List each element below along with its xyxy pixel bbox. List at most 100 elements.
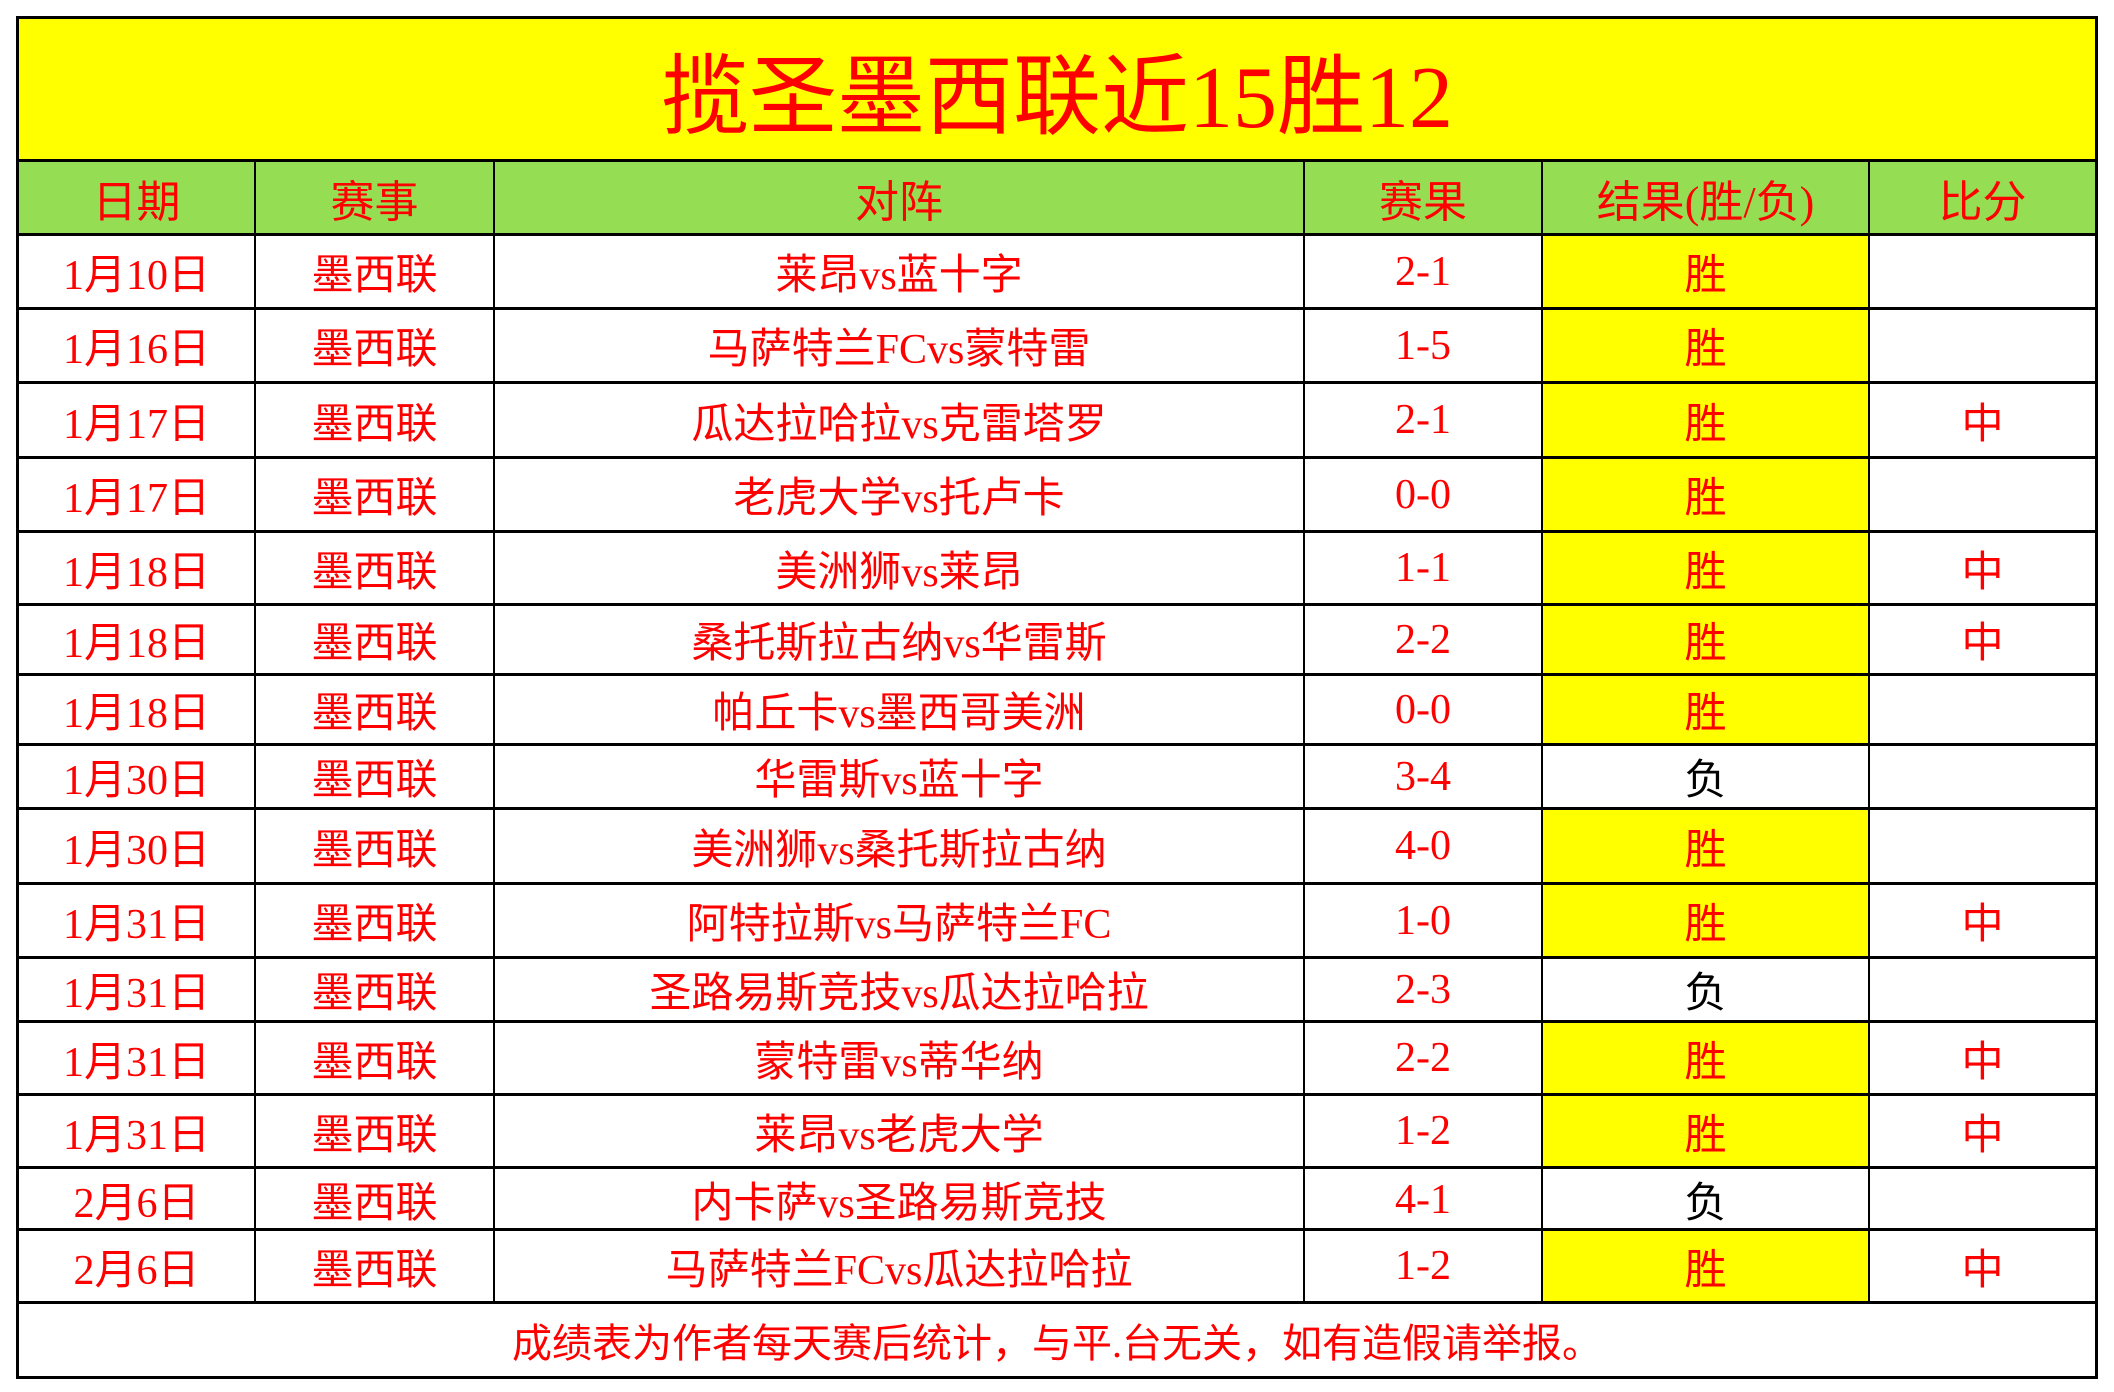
match-cell: 瓜达拉哈拉vs克雷塔罗 bbox=[495, 384, 1305, 456]
result-cell: 胜 bbox=[1543, 310, 1870, 381]
league-cell: 墨西联 bbox=[256, 1096, 495, 1166]
match-cell: 老虎大学vs托卢卡 bbox=[495, 459, 1305, 530]
table-row: 2月6日 墨西联 内卡萨vs圣路易斯竞技 4-1 负 bbox=[19, 1169, 2095, 1231]
mark-cell bbox=[1870, 959, 2095, 1020]
mark-cell bbox=[1870, 459, 2095, 530]
league-cell: 墨西联 bbox=[256, 459, 495, 530]
date-cell: 1月18日 bbox=[19, 676, 256, 743]
match-cell: 美洲狮vs桑托斯拉古纳 bbox=[495, 810, 1305, 882]
table-row: 1月30日 墨西联 华雷斯vs蓝十字 3-4 负 bbox=[19, 746, 2095, 810]
score-cell: 3-4 bbox=[1305, 746, 1543, 807]
table-title: 揽圣墨西联近15胜12 bbox=[19, 19, 2095, 162]
date-cell: 1月17日 bbox=[19, 459, 256, 530]
header-mark: 比分 bbox=[1938, 177, 2027, 227]
results-table: 揽圣墨西联近15胜12 日期 赛事 对阵 赛果 结果(胜/负) 比分 1月10日… bbox=[16, 16, 2098, 1379]
score-cell: 2-3 bbox=[1305, 959, 1543, 1020]
score-cell: 0-0 bbox=[1305, 676, 1543, 743]
mark-cell: 中 bbox=[1961, 1112, 2004, 1159]
match-cell: 马萨特兰FCvs蒙特雷 bbox=[495, 310, 1305, 381]
date-cell: 2月6日 bbox=[19, 1169, 256, 1230]
table-row: 1月17日 墨西联 老虎大学vs托卢卡 0-0 胜 bbox=[19, 459, 2095, 533]
score-cell: 2-1 bbox=[1305, 384, 1543, 456]
mark-cell: 中 bbox=[1961, 1247, 2004, 1294]
table-row: 1月30日 墨西联 美洲狮vs桑托斯拉古纳 4-0 胜 bbox=[19, 810, 2095, 885]
mark-cell: 中 bbox=[1961, 902, 2004, 948]
league-cell: 墨西联 bbox=[256, 384, 495, 456]
match-cell: 桑托斯拉古纳vs华雷斯 bbox=[495, 606, 1305, 673]
table-row: 1月18日 墨西联 桑托斯拉古纳vs华雷斯 2-2 胜 中 bbox=[19, 606, 2095, 676]
header-row: 日期 赛事 对阵 赛果 结果(胜/负) 比分 bbox=[19, 162, 2095, 236]
match-cell: 帕丘卡vs墨西哥美洲 bbox=[495, 676, 1305, 743]
match-cell: 莱昂vs老虎大学 bbox=[495, 1096, 1305, 1166]
mark-cell bbox=[1870, 1169, 2095, 1230]
score-cell: 2-2 bbox=[1305, 606, 1543, 673]
table-body: 1月10日 墨西联 莱昂vs蓝十字 2-1 胜 1月16日 墨西联 马萨特兰FCvs蒙特雷 1-… bbox=[19, 236, 2095, 1304]
score-cell: 1-2 bbox=[1305, 1096, 1543, 1166]
result-cell: 负 bbox=[1543, 746, 1870, 807]
date-cell: 1月30日 bbox=[19, 810, 256, 882]
result-cell: 胜 bbox=[1543, 1023, 1870, 1093]
result-cell: 胜 bbox=[1543, 459, 1870, 530]
mark-cell: 中 bbox=[1961, 549, 2004, 596]
result-cell: 负 bbox=[1543, 1169, 1870, 1230]
score-cell: 1-5 bbox=[1305, 310, 1543, 381]
date-cell: 1月31日 bbox=[19, 1096, 256, 1166]
score-cell: 2-1 bbox=[1305, 236, 1543, 307]
result-cell: 胜 bbox=[1543, 810, 1870, 882]
table-row: 1月31日 墨西联 圣路易斯竞技vs瓜达拉哈拉 2-3 负 bbox=[19, 959, 2095, 1023]
mark-cell: 中 bbox=[1961, 401, 2004, 448]
league-cell: 墨西联 bbox=[256, 746, 495, 807]
table-row: 1月18日 墨西联 帕丘卡vs墨西哥美洲 0-0 胜 bbox=[19, 676, 2095, 746]
league-cell: 墨西联 bbox=[256, 676, 495, 743]
table-row: 1月31日 墨西联 蒙特雷vs蒂华纳 2-2 胜 中 bbox=[19, 1023, 2095, 1096]
league-cell: 墨西联 bbox=[256, 310, 495, 381]
league-cell: 墨西联 bbox=[256, 606, 495, 673]
table-row: 1月31日 墨西联 莱昂vs老虎大学 1-2 胜 中 bbox=[19, 1096, 2095, 1169]
league-cell: 墨西联 bbox=[256, 1169, 495, 1230]
table-row: 2月6日 墨西联 马萨特兰FCvs瓜达拉哈拉 1-2 胜 中 bbox=[19, 1231, 2095, 1304]
header-result: 结果(胜/负) bbox=[1543, 162, 1870, 233]
result-cell: 胜 bbox=[1543, 384, 1870, 456]
league-cell: 墨西联 bbox=[256, 1023, 495, 1093]
mark-cell bbox=[1870, 676, 2095, 743]
mark-cell bbox=[1870, 310, 2095, 381]
score-cell: 1-0 bbox=[1305, 885, 1543, 956]
date-cell: 1月18日 bbox=[19, 606, 256, 673]
header-score: 赛果 bbox=[1305, 162, 1543, 233]
match-cell: 阿特拉斯vs马萨特兰FC bbox=[495, 885, 1305, 956]
date-cell: 1月17日 bbox=[19, 384, 256, 456]
result-cell: 负 bbox=[1543, 959, 1870, 1020]
header-league: 赛事 bbox=[256, 162, 495, 233]
date-cell: 1月31日 bbox=[19, 885, 256, 956]
table-row: 1月17日 墨西联 瓜达拉哈拉vs克雷塔罗 2-1 胜 中 bbox=[19, 384, 2095, 459]
date-cell: 1月30日 bbox=[19, 746, 256, 807]
league-cell: 墨西联 bbox=[256, 236, 495, 307]
date-cell: 1月18日 bbox=[19, 533, 256, 603]
result-cell: 胜 bbox=[1543, 1096, 1870, 1166]
score-cell: 2-2 bbox=[1305, 1023, 1543, 1093]
mark-cell bbox=[1870, 746, 2095, 807]
result-cell: 胜 bbox=[1543, 236, 1870, 307]
date-cell: 1月16日 bbox=[19, 310, 256, 381]
result-cell: 胜 bbox=[1543, 606, 1870, 673]
result-cell: 胜 bbox=[1543, 533, 1870, 603]
match-cell: 内卡萨vs圣路易斯竞技 bbox=[495, 1169, 1305, 1230]
match-cell: 莱昂vs蓝十字 bbox=[495, 236, 1305, 307]
score-cell: 1-2 bbox=[1305, 1231, 1543, 1301]
score-cell: 1-1 bbox=[1305, 533, 1543, 603]
table-row: 1月10日 墨西联 莱昂vs蓝十字 2-1 胜 bbox=[19, 236, 2095, 310]
league-cell: 墨西联 bbox=[256, 959, 495, 1020]
match-cell: 圣路易斯竞技vs瓜达拉哈拉 bbox=[495, 959, 1305, 1020]
header-date: 日期 bbox=[19, 162, 256, 233]
league-cell: 墨西联 bbox=[256, 885, 495, 956]
match-cell: 蒙特雷vs蒂华纳 bbox=[495, 1023, 1305, 1093]
match-cell: 马萨特兰FCvs瓜达拉哈拉 bbox=[495, 1231, 1305, 1301]
date-cell: 1月10日 bbox=[19, 236, 256, 307]
match-cell: 华雷斯vs蓝十字 bbox=[495, 746, 1305, 807]
table-row: 1月31日 墨西联 阿特拉斯vs马萨特兰FC 1-0 胜 中 bbox=[19, 885, 2095, 959]
result-cell: 胜 bbox=[1543, 1231, 1870, 1301]
league-cell: 墨西联 bbox=[256, 810, 495, 882]
score-cell: 4-1 bbox=[1305, 1169, 1543, 1230]
mark-cell: 中 bbox=[1961, 1039, 2004, 1086]
mark-cell: 中 bbox=[1961, 621, 2004, 667]
